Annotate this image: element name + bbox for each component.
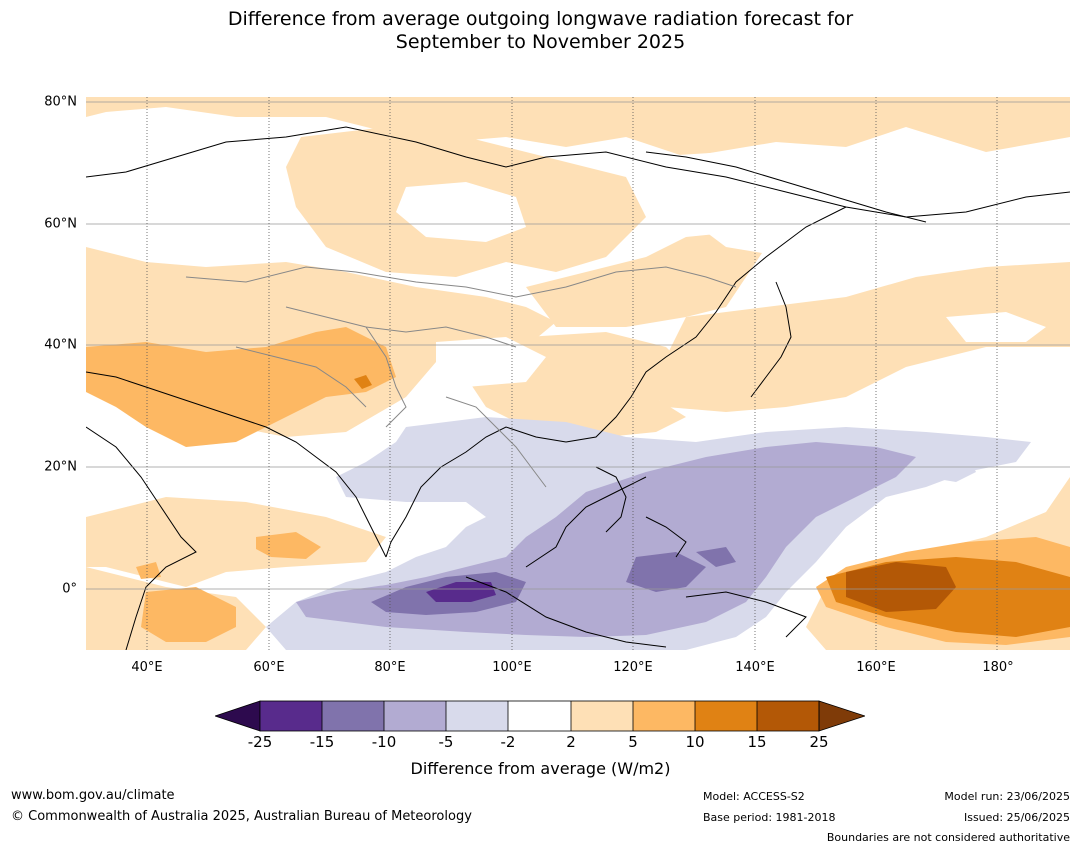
colorbar-bin-8 bbox=[695, 701, 757, 731]
copyright-text: © Commonwealth of Australia 2025, Austra… bbox=[11, 809, 472, 824]
colorbar-tick: 2 bbox=[566, 733, 576, 751]
website-link[interactable]: www.bom.gov.au/climate bbox=[11, 788, 175, 803]
lon-label-40e: 40°E bbox=[131, 660, 163, 675]
colorbar-extend-high bbox=[818, 700, 867, 732]
lon-label-180: 180° bbox=[982, 660, 1014, 675]
colorbar-bin-1 bbox=[260, 701, 322, 731]
contour-minus15-to-minus25 bbox=[426, 582, 496, 602]
colorbar-tick: 5 bbox=[628, 733, 638, 751]
colorbar-bin-2 bbox=[322, 701, 384, 731]
colorbar-extend-low bbox=[213, 700, 261, 732]
issued-text: Issued: 25/06/2025 bbox=[963, 811, 1070, 824]
lat-label-0: 0° bbox=[62, 581, 77, 597]
lat-label-80n: 80°N bbox=[44, 94, 77, 110]
colorbar-tick: -10 bbox=[371, 733, 397, 751]
map-title: Difference from average outgoing longwav… bbox=[0, 8, 1081, 54]
lat-label-60n: 60°N bbox=[44, 216, 77, 232]
colorbar-bin-9 bbox=[757, 701, 819, 731]
colorbar-tick: 25 bbox=[809, 733, 829, 751]
colorbar-dividers bbox=[259, 700, 820, 732]
base-period-text: Base period: 1981-2018 bbox=[703, 811, 836, 824]
colorbar bbox=[213, 700, 867, 732]
map-title-line-1: Difference from average outgoing longwav… bbox=[227, 8, 854, 30]
colorbar-bin-4 bbox=[446, 701, 508, 731]
colorbar-tick: 10 bbox=[685, 733, 705, 751]
latitude-gridlines bbox=[86, 101, 1070, 590]
lon-label-160e: 160°E bbox=[856, 660, 896, 675]
olr-anomaly-map bbox=[86, 97, 1070, 650]
colorbar-tick: -25 bbox=[247, 733, 273, 751]
longitude-gridlines bbox=[146, 97, 998, 650]
colorbar-bin-6 bbox=[571, 701, 633, 731]
colorbar-bin-7 bbox=[633, 701, 695, 731]
model-text: Model: ACCESS-S2 bbox=[703, 790, 805, 803]
country-boundaries bbox=[185, 266, 737, 488]
lon-label-80e: 80°E bbox=[374, 660, 406, 675]
contour-neutral-holes bbox=[86, 152, 1070, 387]
colorbar-tick: -5 bbox=[438, 733, 454, 751]
coastlines bbox=[86, 126, 1070, 650]
map-panel bbox=[86, 97, 1070, 650]
colorbar-title: Difference from average (W/m2) bbox=[410, 759, 671, 778]
colorbar-tick: 15 bbox=[747, 733, 767, 751]
colorbar-tick: -2 bbox=[500, 733, 516, 751]
contour-15-to-25 bbox=[846, 562, 956, 612]
lon-label-140e: 140°E bbox=[735, 660, 775, 675]
model-run-text: Model run: 23/06/2025 bbox=[944, 790, 1070, 803]
map-title-line-2: September to November 2025 bbox=[395, 31, 686, 53]
colorbar-bin-5 bbox=[508, 701, 571, 731]
lon-label-60e: 60°E bbox=[253, 660, 285, 675]
lat-label-20n: 20°N bbox=[44, 459, 77, 475]
lon-label-120e: 120°E bbox=[613, 660, 653, 675]
lat-label-40n: 40°N bbox=[44, 337, 77, 353]
colorbar-bin-3 bbox=[384, 701, 446, 731]
boundary-disclaimer: Boundaries are not considered authoritat… bbox=[826, 831, 1070, 844]
colorbar-graphic bbox=[213, 700, 867, 732]
lon-label-100e: 100°E bbox=[492, 660, 532, 675]
colorbar-tick: -15 bbox=[309, 733, 335, 751]
